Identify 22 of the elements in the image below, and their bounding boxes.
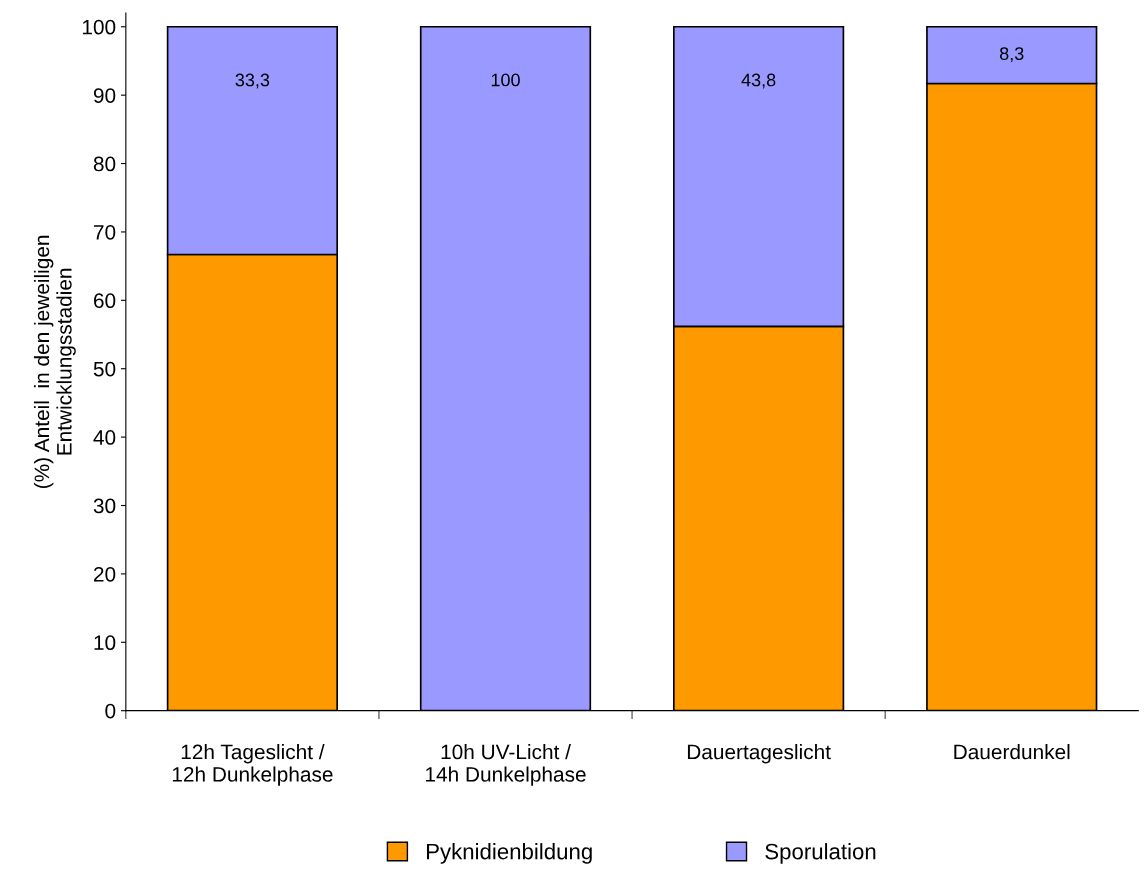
y-tick-label: 0 — [105, 703, 116, 719]
data-label: 43,8 — [741, 73, 776, 89]
y-tick-label: 20 — [94, 566, 116, 582]
x-tick-label: Dauertageslicht — [687, 744, 831, 764]
y-tick-label: 50 — [93, 361, 116, 377]
y-tick-label: 80 — [93, 156, 116, 172]
x-tick-label: 12h Tageslicht / 12h Dunkelphase — [172, 744, 333, 786]
data-label: 33,3 — [235, 73, 270, 89]
legend-label: Pyknidienbildung — [427, 843, 592, 864]
y-tick-label: 90 — [93, 88, 116, 103]
y-tick-label: 70 — [94, 224, 116, 240]
y-tick-label: 100 — [82, 19, 116, 35]
y-axis-title: (%) Anteil in den jeweiligen Entwicklungsstadien — [33, 235, 76, 488]
x-tick-label: 10h UV-Licht / 14h Dunkelphase — [426, 744, 586, 786]
data-label: 8,3 — [999, 47, 1024, 63]
legend-label: Sporulation — [765, 843, 876, 864]
y-tick-label: 10 — [94, 635, 116, 651]
y-tick-label: 40 — [93, 430, 116, 445]
y-tick-label: 60 — [94, 293, 116, 309]
data-label: 100 — [491, 73, 520, 87]
x-tick-label: Dauerdunkel — [954, 744, 1070, 760]
y-tick-label: 30 — [93, 498, 116, 514]
